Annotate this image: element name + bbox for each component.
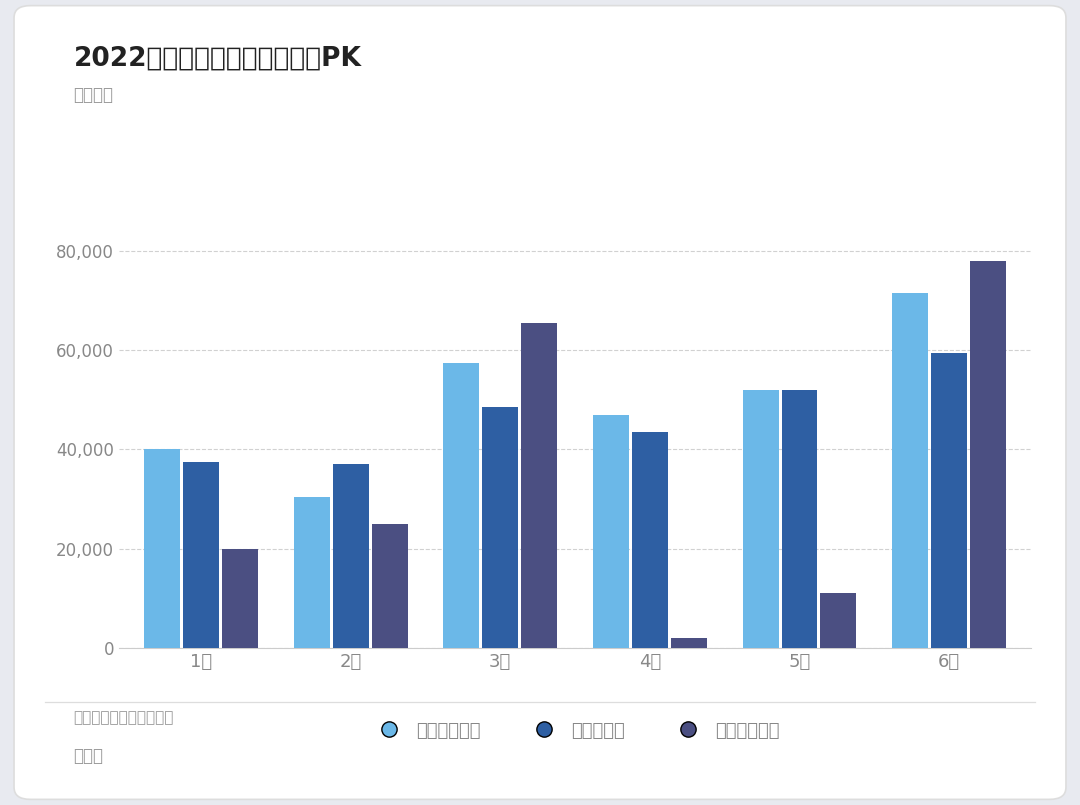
Bar xyxy=(970,261,1005,648)
Bar xyxy=(483,407,518,648)
Bar xyxy=(593,415,629,648)
Text: 数据来源：销量上险数据: 数据来源：销量上险数据 xyxy=(73,710,174,725)
Bar xyxy=(782,390,818,648)
Bar xyxy=(892,293,928,648)
Bar xyxy=(821,593,856,648)
Bar xyxy=(522,323,557,648)
Text: 汽车电子设计: 汽车电子设计 xyxy=(962,769,990,778)
Text: 单位：台: 单位：台 xyxy=(73,86,113,104)
Bar xyxy=(294,497,329,648)
Bar xyxy=(333,464,368,648)
Legend: 比亚迪纯电动, 比亚迪插电, 特斯拉纯电动: 比亚迪纯电动, 比亚迪插电, 特斯拉纯电动 xyxy=(370,721,780,740)
Text: 2022年特斯拉和比亚迪的分类PK: 2022年特斯拉和比亚迪的分类PK xyxy=(73,45,362,71)
Bar xyxy=(743,390,779,648)
Bar xyxy=(931,353,967,648)
Bar xyxy=(184,462,219,648)
FancyBboxPatch shape xyxy=(14,6,1066,799)
Bar xyxy=(372,524,407,648)
Bar xyxy=(632,432,667,648)
Bar xyxy=(671,638,706,648)
Text: 朱玉龙: 朱玉龙 xyxy=(73,747,104,765)
Bar xyxy=(444,362,480,648)
Bar xyxy=(222,549,258,648)
Bar xyxy=(145,449,180,648)
